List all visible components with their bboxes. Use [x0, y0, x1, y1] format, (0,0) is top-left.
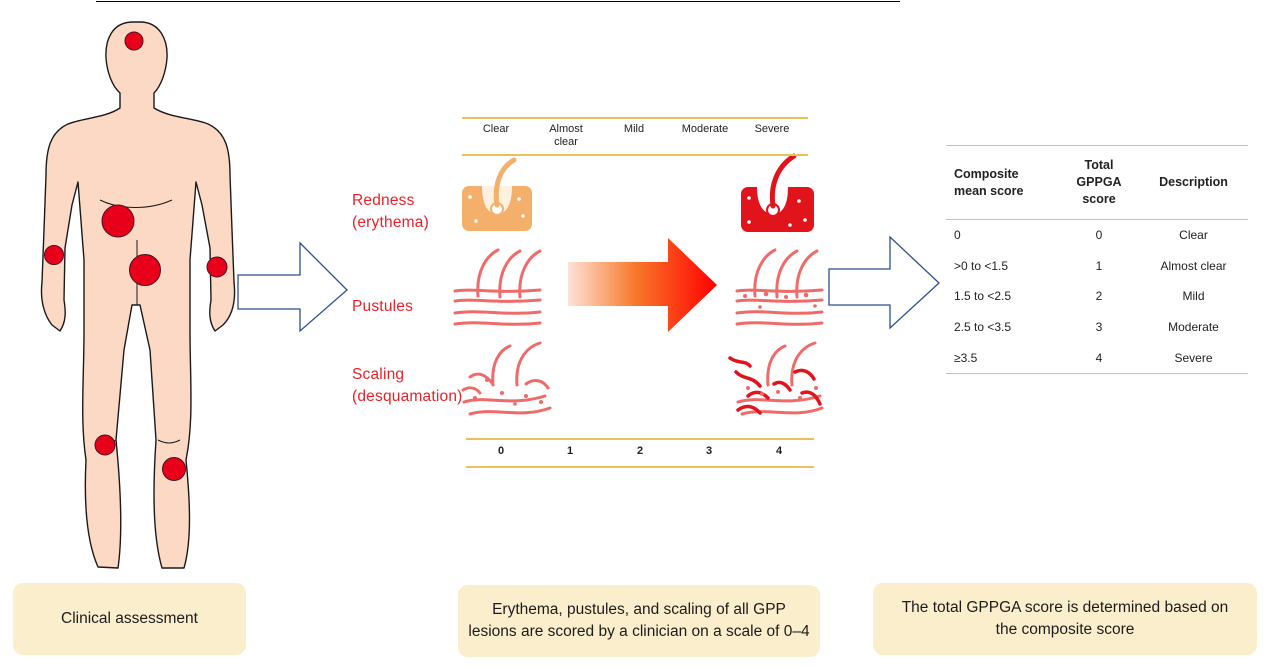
header-bottom-rule — [462, 154, 808, 156]
score-3: 3 — [705, 445, 713, 457]
score-0: 0 — [497, 445, 505, 457]
table-row: 0 0 Clear — [946, 220, 1248, 251]
total-cell: 1 — [1095, 258, 1103, 273]
severity-header-almost-clear: Almost clear — [549, 123, 583, 148]
lesion-markers — [44, 31, 228, 481]
caption-total-text: The total GPPGA score is determined base… — [901, 599, 1229, 638]
human-body-icon — [40, 21, 236, 569]
scaling-clear-icon — [461, 341, 552, 416]
score-bottom-rule — [466, 466, 814, 468]
gppga-table-header-row: Composite mean score Total GPPGA score D… — [946, 145, 1248, 220]
score-1: 1 — [566, 445, 574, 457]
pustules-clear-icon — [453, 248, 542, 326]
caption-clinical-assessment: Clinical assessment — [13, 583, 246, 655]
severity-header-mild: Mild — [623, 123, 645, 135]
total-cell: 4 — [1059, 342, 1139, 374]
header-description: Description — [1139, 145, 1248, 220]
outline-arrow-2 — [828, 235, 940, 330]
composite-cell: 2.5 to <3.5 — [954, 320, 1012, 335]
description-cell: Almost clear — [1160, 258, 1227, 273]
severity-header-clear: Clear — [482, 123, 510, 135]
scaling-severe-icon — [728, 341, 824, 416]
table-row: 1.5 to <2.5 2 Mild — [946, 281, 1248, 312]
composite-cell: ≥3.5 — [946, 342, 1059, 374]
caption-total-score: The total GPPGA score is determined base… — [873, 583, 1257, 655]
row-label-redness: Redness (erythema) — [352, 192, 429, 231]
total-cell: 2 — [1095, 289, 1103, 304]
severity-header-moderate: Moderate — [681, 123, 729, 135]
header-total-gppga: Total GPPGA score — [1059, 145, 1139, 220]
composite-cell: 1.5 to <2.5 — [954, 289, 1012, 304]
table-row: ≥3.5 4 Severe — [946, 342, 1248, 374]
composite-cell: >0 to <1.5 — [954, 258, 1009, 273]
table-row: >0 to <1.5 1 Almost clear — [946, 251, 1248, 282]
redness-severe-icon — [741, 153, 814, 232]
outline-arrow-1 — [237, 241, 348, 333]
pustules-severe-icon — [735, 248, 824, 326]
description-cell: Severe — [1139, 342, 1248, 374]
top-rule — [96, 1, 900, 2]
severity-gradient-arrow — [568, 238, 717, 332]
composite-cell: 0 — [954, 228, 961, 243]
gppga-table: Composite mean score Total GPPGA score D… — [946, 145, 1248, 374]
description-cell: Clear — [1179, 228, 1208, 243]
score-top-rule — [466, 438, 814, 440]
severity-header-severe: Severe — [754, 123, 790, 135]
caption-clinical-text: Clinical assessment — [61, 610, 198, 627]
row-label-pustules: Pustules — [352, 298, 414, 315]
header-top-rule — [462, 117, 808, 119]
description-cell: Moderate — [1168, 320, 1219, 335]
total-cell: 0 — [1095, 228, 1103, 243]
score-2: 2 — [636, 445, 644, 457]
header-composite: Composite mean score — [946, 145, 1059, 220]
row-label-scaling: Scaling (desquamation) — [352, 366, 463, 405]
redness-clear-icon — [462, 157, 532, 231]
table-row: 2.5 to <3.5 3 Moderate — [946, 312, 1248, 343]
description-cell: Mild — [1182, 289, 1205, 304]
total-cell: 3 — [1095, 320, 1103, 335]
caption-scoring-text: Erythema, pustules, and scaling of all G… — [468, 601, 810, 640]
score-4: 4 — [775, 445, 783, 457]
caption-scoring: Erythema, pustules, and scaling of all G… — [458, 585, 820, 657]
